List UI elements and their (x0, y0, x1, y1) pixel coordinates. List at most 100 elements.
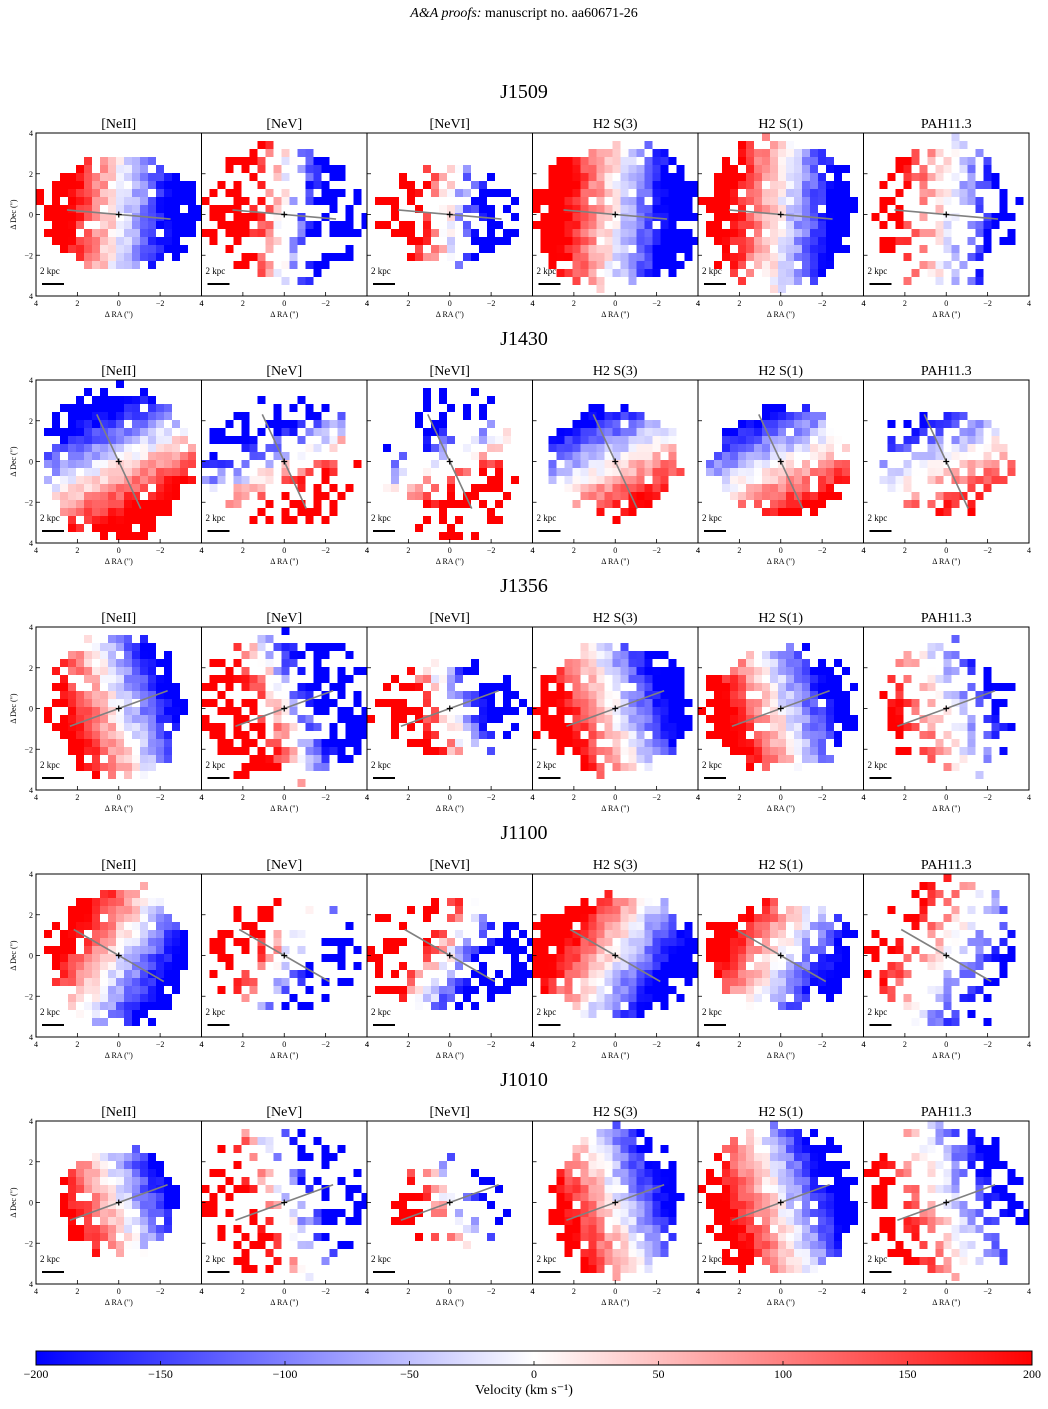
x-axis-label: Δ RA (") (932, 310, 960, 319)
x-tick-label: −2 (156, 1287, 165, 1296)
manuscript-number: manuscript no. aa60671-26 (484, 6, 638, 21)
panel-j1430-3: H2 S(3) 2 kpc 4 2 0 −2 4 Δ RA (") (531, 364, 701, 566)
panel-j1356-2: [NeVI] 2 kpc 4 2 0 −2 4 Δ RA (") (365, 611, 535, 813)
velocity-map (60, 1145, 180, 1257)
x-tick-label: 4 (531, 1040, 535, 1049)
colorbar-tick-label: 100 (774, 1367, 792, 1381)
y-tick-label: 4 (29, 292, 33, 301)
y-tick-label: 0 (29, 458, 33, 467)
scalebar-label: 2 kpc (40, 760, 60, 770)
colorbar-tick-label: −100 (273, 1367, 298, 1381)
panel-title: H2 S(3) (593, 858, 638, 873)
x-axis-label: Δ RA (") (105, 804, 133, 813)
panel-j1430-0: [NeII] 2 kpc 4 2 0 −2 4 Δ RA (") 4 2 0 −2 4 Δ Dec (") (9, 364, 204, 566)
velocity-map (863, 1121, 1029, 1281)
panel-j1356-4: H2 S(1) 2 kpc 4 2 0 −2 4 Δ RA (") (696, 611, 866, 813)
panel-j1100-1: [NeV] 2 kpc 4 2 0 −2 4 Δ RA (") (200, 858, 370, 1060)
x-tick-label: 0 (779, 546, 783, 555)
x-tick-label: 4 (1027, 1287, 1031, 1296)
y-tick-label: 0 (29, 211, 33, 220)
x-tick-label: 0 (117, 1040, 121, 1049)
x-axis-label: Δ RA (") (767, 1051, 795, 1060)
x-tick-label: 2 (75, 299, 79, 308)
x-tick-label: 0 (448, 546, 452, 555)
panel-j1430-5: PAH11.3 2 kpc 4 2 0 −2 4 Δ RA (") (862, 364, 1032, 566)
x-tick-label: −2 (818, 299, 827, 308)
x-tick-label: −2 (818, 546, 827, 555)
center-marker (612, 952, 619, 959)
center-marker (281, 458, 288, 465)
x-axis-label: Δ RA (") (436, 1051, 464, 1060)
center-marker (115, 458, 122, 465)
panel-title: [NeV] (266, 858, 302, 873)
panel-j1509-3: H2 S(3) 2 kpc 4 2 0 −2 4 Δ RA (") (531, 117, 701, 319)
galaxy-row-j1356: J1356 [NeII] 2 kpc 4 2 0 −2 4 Δ RA (") 4 2 0 −2 4 Δ De… (9, 575, 1031, 813)
x-tick-label: −2 (321, 546, 330, 555)
x-tick-label: 4 (696, 546, 700, 555)
x-tick-label: 2 (75, 793, 79, 802)
center-marker (446, 1199, 453, 1206)
x-tick-label: 4 (531, 299, 535, 308)
y-tick-label: 2 (29, 1158, 33, 1167)
panel-j1010-4: H2 S(1) 2 kpc 4 2 0 −2 4 Δ RA (") (696, 1105, 866, 1307)
galaxy-name: J1430 (500, 328, 548, 350)
x-tick-label: 4 (696, 546, 700, 555)
x-tick-label: 2 (406, 1040, 410, 1049)
center-marker (777, 705, 784, 712)
panel-title: [NeII] (101, 364, 136, 379)
colorbar-tick-label: 150 (899, 1367, 917, 1381)
x-tick-label: 4 (531, 1040, 535, 1049)
y-tick-label: 4 (29, 786, 33, 795)
y-tick-label: −2 (24, 992, 33, 1001)
x-tick-label: 4 (365, 299, 369, 308)
panel-j1100-2: [NeVI] 2 kpc 4 2 0 −2 4 Δ RA (") (365, 858, 535, 1060)
x-tick-label: 4 (34, 546, 38, 555)
y-tick-label: −2 (24, 251, 33, 260)
scalebar-label: 2 kpc (868, 760, 888, 770)
panel-j1430-1: [NeV] 2 kpc 4 2 0 −2 4 Δ RA (") (200, 364, 370, 566)
scalebar-label: 2 kpc (702, 513, 722, 523)
panel-j1356-5: PAH11.3 2 kpc 4 2 0 −2 4 Δ RA (") (862, 611, 1032, 813)
velocity-map (201, 396, 362, 524)
center-marker (612, 705, 619, 712)
scalebar-label: 2 kpc (371, 513, 391, 523)
scalebar-label: 2 kpc (868, 1254, 888, 1264)
center-marker (612, 458, 619, 465)
x-tick-label: 0 (282, 299, 286, 308)
x-tick-label: 4 (200, 546, 204, 555)
x-tick-label: −2 (983, 1287, 992, 1296)
panel-j1509-4: H2 S(1) 2 kpc 4 2 0 −2 4 Δ RA (") (696, 117, 866, 319)
x-tick-label: 4 (1027, 793, 1031, 802)
x-tick-label: 0 (117, 793, 121, 802)
panel-title: H2 S(3) (593, 1105, 638, 1120)
center-marker (612, 211, 619, 218)
x-tick-label: 4 (531, 793, 535, 802)
galaxy-row-j1100: J1100 [NeII] 2 kpc 4 2 0 −2 4 Δ RA (") 4 2 0 −2 4 Δ De… (9, 822, 1031, 1060)
x-tick-label: 4 (365, 546, 369, 555)
panel-j1356-0: [NeII] 2 kpc 4 2 0 −2 4 Δ RA (") 4 2 0 −2 4 Δ Dec (") (9, 611, 204, 813)
velocity-map (548, 1121, 685, 1281)
x-tick-label: −2 (652, 546, 661, 555)
y-axis-label: Δ Dec (") (9, 693, 18, 724)
x-tick-label: 2 (241, 793, 245, 802)
x-tick-label: 0 (613, 546, 617, 555)
center-marker (777, 1199, 784, 1206)
x-tick-label: −2 (652, 1287, 661, 1296)
panel-title: [NeII] (101, 858, 136, 873)
center-marker (777, 211, 784, 218)
galaxy-name: J1010 (500, 1069, 548, 1091)
panel-j1010-0: [NeII] 2 kpc 4 2 0 −2 4 Δ RA (") 4 2 0 −2 4 Δ Dec (") (9, 1105, 204, 1307)
scalebar-label: 2 kpc (206, 760, 226, 770)
x-tick-label: 0 (117, 299, 121, 308)
x-tick-label: 2 (903, 1040, 907, 1049)
x-tick-label: 0 (282, 1287, 286, 1296)
x-tick-label: 4 (862, 1040, 866, 1049)
x-tick-label: 0 (944, 1287, 948, 1296)
x-tick-label: 0 (944, 546, 948, 555)
panel-title: PAH11.3 (921, 858, 972, 873)
x-tick-label: 4 (862, 1287, 866, 1296)
y-tick-label: 0 (29, 952, 33, 961)
colorbar-tick-label: 0 (531, 1367, 537, 1381)
y-axis-label: Δ Dec (") (9, 446, 18, 477)
x-axis-label: Δ RA (") (436, 310, 464, 319)
